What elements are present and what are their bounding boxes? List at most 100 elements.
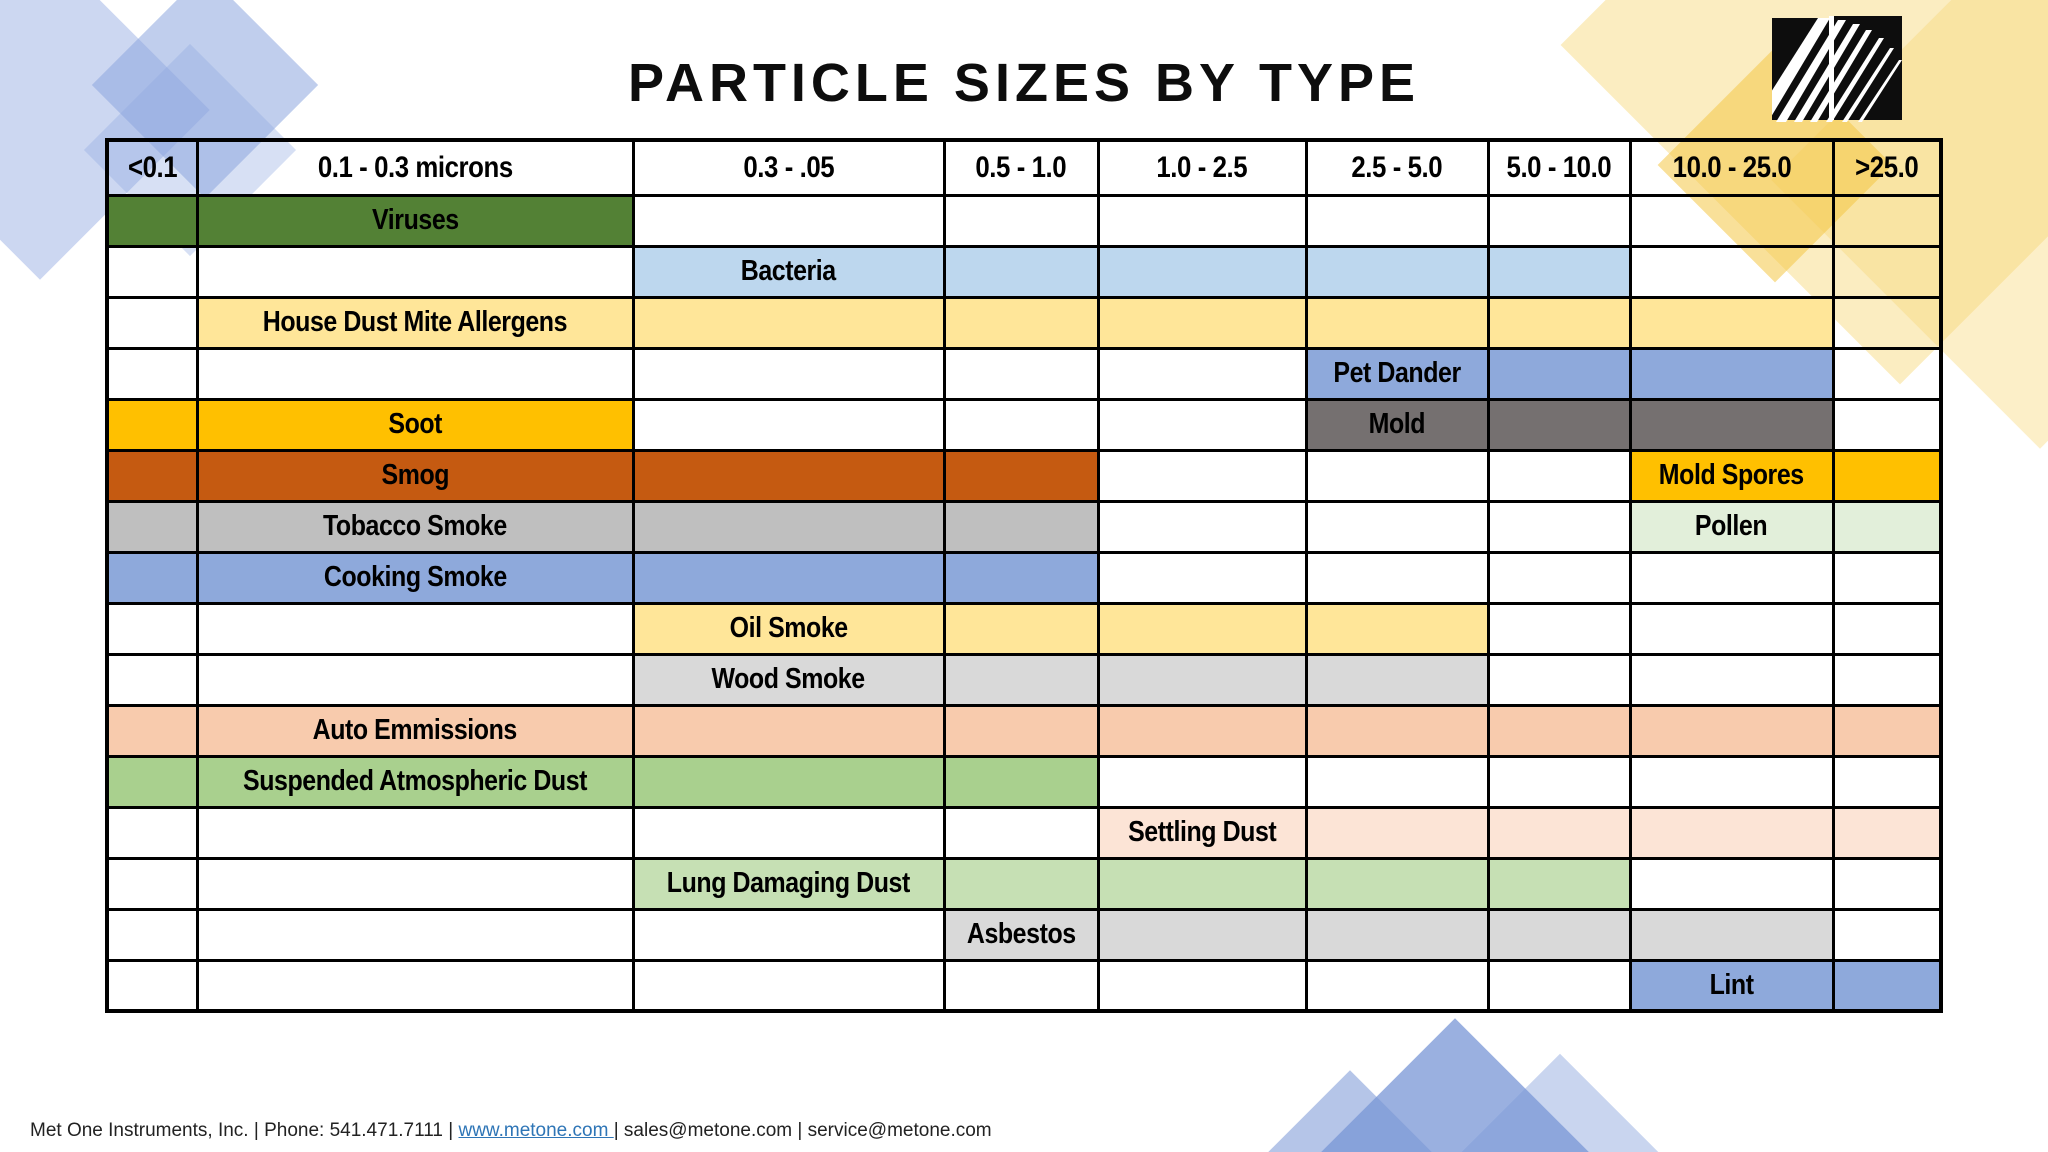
table-cell [942, 244, 1100, 299]
table-cell [1304, 703, 1490, 758]
particle-type-label: Mold Spores [1659, 459, 1804, 491]
table-cell [631, 295, 946, 350]
table-cell: Oil Smoke [631, 601, 946, 656]
table-cell [1096, 601, 1308, 656]
particle-type-label: Bacteria [740, 255, 837, 287]
table-cell [631, 448, 946, 503]
table-cell [1486, 397, 1632, 452]
table-row-6: Smog Mold Spores [105, 448, 1943, 503]
table-cell [195, 601, 635, 656]
table-cell [1096, 703, 1308, 758]
table-cell [1096, 448, 1308, 503]
table-cell: Asbestos [942, 907, 1100, 962]
table-cell [105, 703, 199, 758]
table-cell [105, 346, 199, 401]
table-cell [1628, 244, 1835, 299]
particle-type-label: Lint [1709, 968, 1754, 1001]
table-cell [942, 652, 1100, 707]
table-cell [1304, 448, 1490, 503]
column-header-5: 1.0 - 2.5 [1096, 138, 1308, 197]
particle-type-label: Pollen [1695, 510, 1768, 542]
particle-type-label: Mold [1368, 408, 1426, 440]
column-header-2: 0.1 - 0.3 microns [195, 138, 635, 197]
table-cell [195, 652, 635, 707]
table-cell [1628, 295, 1835, 350]
table-cell: Cooking Smoke [195, 550, 635, 605]
table-cell [1486, 652, 1632, 707]
table-cell [1831, 907, 1943, 962]
table-cell [942, 397, 1100, 452]
table-cell [1304, 652, 1490, 707]
page-title: PARTICLE SIZES BY TYPE [627, 53, 1421, 113]
table-cell [105, 193, 199, 248]
table-cell [1486, 754, 1632, 809]
table-row-14: Lung Damaging Dust [105, 856, 1943, 911]
table-cell [1628, 652, 1835, 707]
table-cell [1831, 244, 1943, 299]
table-cell [1486, 448, 1632, 503]
table-cell [1628, 193, 1835, 248]
table-row-2: Bacteria [105, 244, 1943, 299]
table-cell [1628, 397, 1835, 452]
table-cell [195, 346, 635, 401]
column-header-label: 1.0 - 2.5 [1156, 150, 1248, 184]
column-header-3: 0.3 - .05 [631, 138, 946, 197]
column-header-label: 10.0 - 25.0 [1672, 150, 1791, 184]
table-cell [631, 193, 946, 248]
column-header-label: 0.3 - .05 [743, 150, 834, 184]
table-cell [942, 856, 1100, 911]
table-cell [1831, 193, 1943, 248]
table-cell [631, 346, 946, 401]
table-cell [1304, 193, 1490, 248]
table-cell [105, 550, 199, 605]
table-cell [195, 907, 635, 962]
table-cell: Tobacco Smoke [195, 499, 635, 554]
table-cell [631, 754, 946, 809]
table-cell: Pet Dander [1304, 346, 1490, 401]
table-cell [942, 601, 1100, 656]
table-cell: Smog [195, 448, 635, 503]
table-cell [105, 754, 199, 809]
column-header-7: 5.0 - 10.0 [1486, 138, 1632, 197]
table-cell [105, 856, 199, 911]
particle-type-label: Pet Dander [1333, 357, 1461, 389]
table-cell [942, 550, 1100, 605]
table-cell [1831, 346, 1943, 401]
particle-type-label: Soot [388, 408, 442, 440]
table-cell [1304, 805, 1490, 860]
table-cell [1831, 397, 1943, 452]
table-cell [1304, 958, 1490, 1013]
table-cell [105, 397, 199, 452]
column-header-label: >25.0 [1855, 150, 1919, 184]
table-cell: Wood Smoke [631, 652, 946, 707]
table-cell [631, 958, 946, 1013]
particle-type-label: House Dust Mite Allergens [262, 306, 568, 338]
table-cell: Settling Dust [1096, 805, 1308, 860]
table-cell: Auto Emmissions [195, 703, 635, 758]
table-cell [1486, 295, 1632, 350]
table-cell [1831, 499, 1943, 554]
table-cell [631, 703, 946, 758]
table-row-13: Settling Dust [105, 805, 1943, 860]
table-cell [1304, 856, 1490, 911]
table-cell [631, 397, 946, 452]
particle-size-table: <0.1 0.1 - 0.3 microns 0.3 - .05 0.5 - 1.0 1… [105, 138, 1943, 1013]
table-cell [195, 805, 635, 860]
table-cell [1304, 550, 1490, 605]
table-cell [942, 499, 1100, 554]
table-row-7: Tobacco Smoke Pollen [105, 499, 1943, 554]
table-cell [105, 805, 199, 860]
column-header-1: <0.1 [105, 138, 199, 197]
website-link[interactable]: www.metone.com [458, 1120, 614, 1141]
table-cell [942, 805, 1100, 860]
table-cell [1486, 958, 1632, 1013]
table-cell [1486, 193, 1632, 248]
table-cell [1304, 295, 1490, 350]
table-cell [631, 907, 946, 962]
table-cell [1831, 601, 1943, 656]
table-cell [105, 448, 199, 503]
table-row-9: Oil Smoke [105, 601, 1943, 656]
table-cell [942, 295, 1100, 350]
table-cell [1831, 652, 1943, 707]
